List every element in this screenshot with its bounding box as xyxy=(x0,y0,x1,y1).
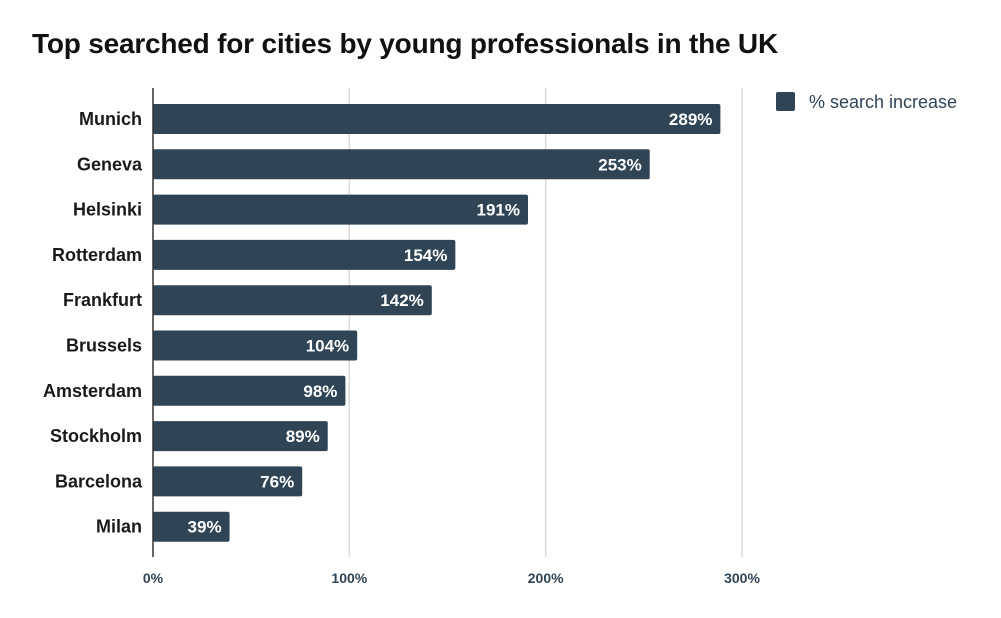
bar xyxy=(153,194,528,225)
category-label: Frankfurt xyxy=(63,290,142,310)
bar-value-label: 76% xyxy=(260,472,294,491)
legend-swatch xyxy=(776,92,795,111)
value-labels: 289% 253% 191% 154% 142% 104% 98% 89% 76% 39% xyxy=(188,110,713,537)
legend-label: % search increase xyxy=(809,92,957,112)
bar xyxy=(153,466,303,497)
bar xyxy=(153,511,230,542)
bar-value-label: 39% xyxy=(188,518,222,537)
bar-value-label: 98% xyxy=(303,382,337,401)
x-tick-label: 300% xyxy=(724,570,760,586)
bar-value-label: 154% xyxy=(404,246,447,265)
category-label: Rotterdam xyxy=(52,245,142,265)
x-tick-label: 0% xyxy=(143,570,164,586)
category-label: Barcelona xyxy=(55,471,143,491)
bar-value-label: 191% xyxy=(477,201,520,220)
bar xyxy=(153,285,432,316)
bar xyxy=(153,421,328,452)
category-label: Geneva xyxy=(77,154,143,174)
x-tick-labels: 0% 100% 200% 300% xyxy=(143,570,761,586)
category-label: Stockholm xyxy=(50,426,142,446)
category-label: Milan xyxy=(96,517,142,537)
legend: % search increase xyxy=(776,92,957,112)
x-tick-label: 100% xyxy=(331,570,367,586)
bar-value-label: 89% xyxy=(286,427,320,446)
bar-value-label: 104% xyxy=(306,337,349,356)
bar xyxy=(153,375,346,406)
x-tick-label: 200% xyxy=(528,570,564,586)
bar-value-label: 142% xyxy=(380,291,423,310)
category-label: Brussels xyxy=(66,336,142,356)
bar-value-label: 253% xyxy=(598,155,641,174)
bar xyxy=(153,149,650,180)
bar xyxy=(153,104,721,134)
bar xyxy=(153,330,358,361)
bars xyxy=(153,104,721,542)
bar-value-label: 289% xyxy=(669,110,712,129)
bar xyxy=(153,239,456,270)
category-labels: Munich Geneva Helsinki Rotterdam Frankfurt Br… xyxy=(43,109,143,537)
category-label: Helsinki xyxy=(73,200,142,220)
category-label: Munich xyxy=(79,109,142,129)
chart-title: Top searched for cities by young profess… xyxy=(32,28,778,59)
category-label: Amsterdam xyxy=(43,381,142,401)
